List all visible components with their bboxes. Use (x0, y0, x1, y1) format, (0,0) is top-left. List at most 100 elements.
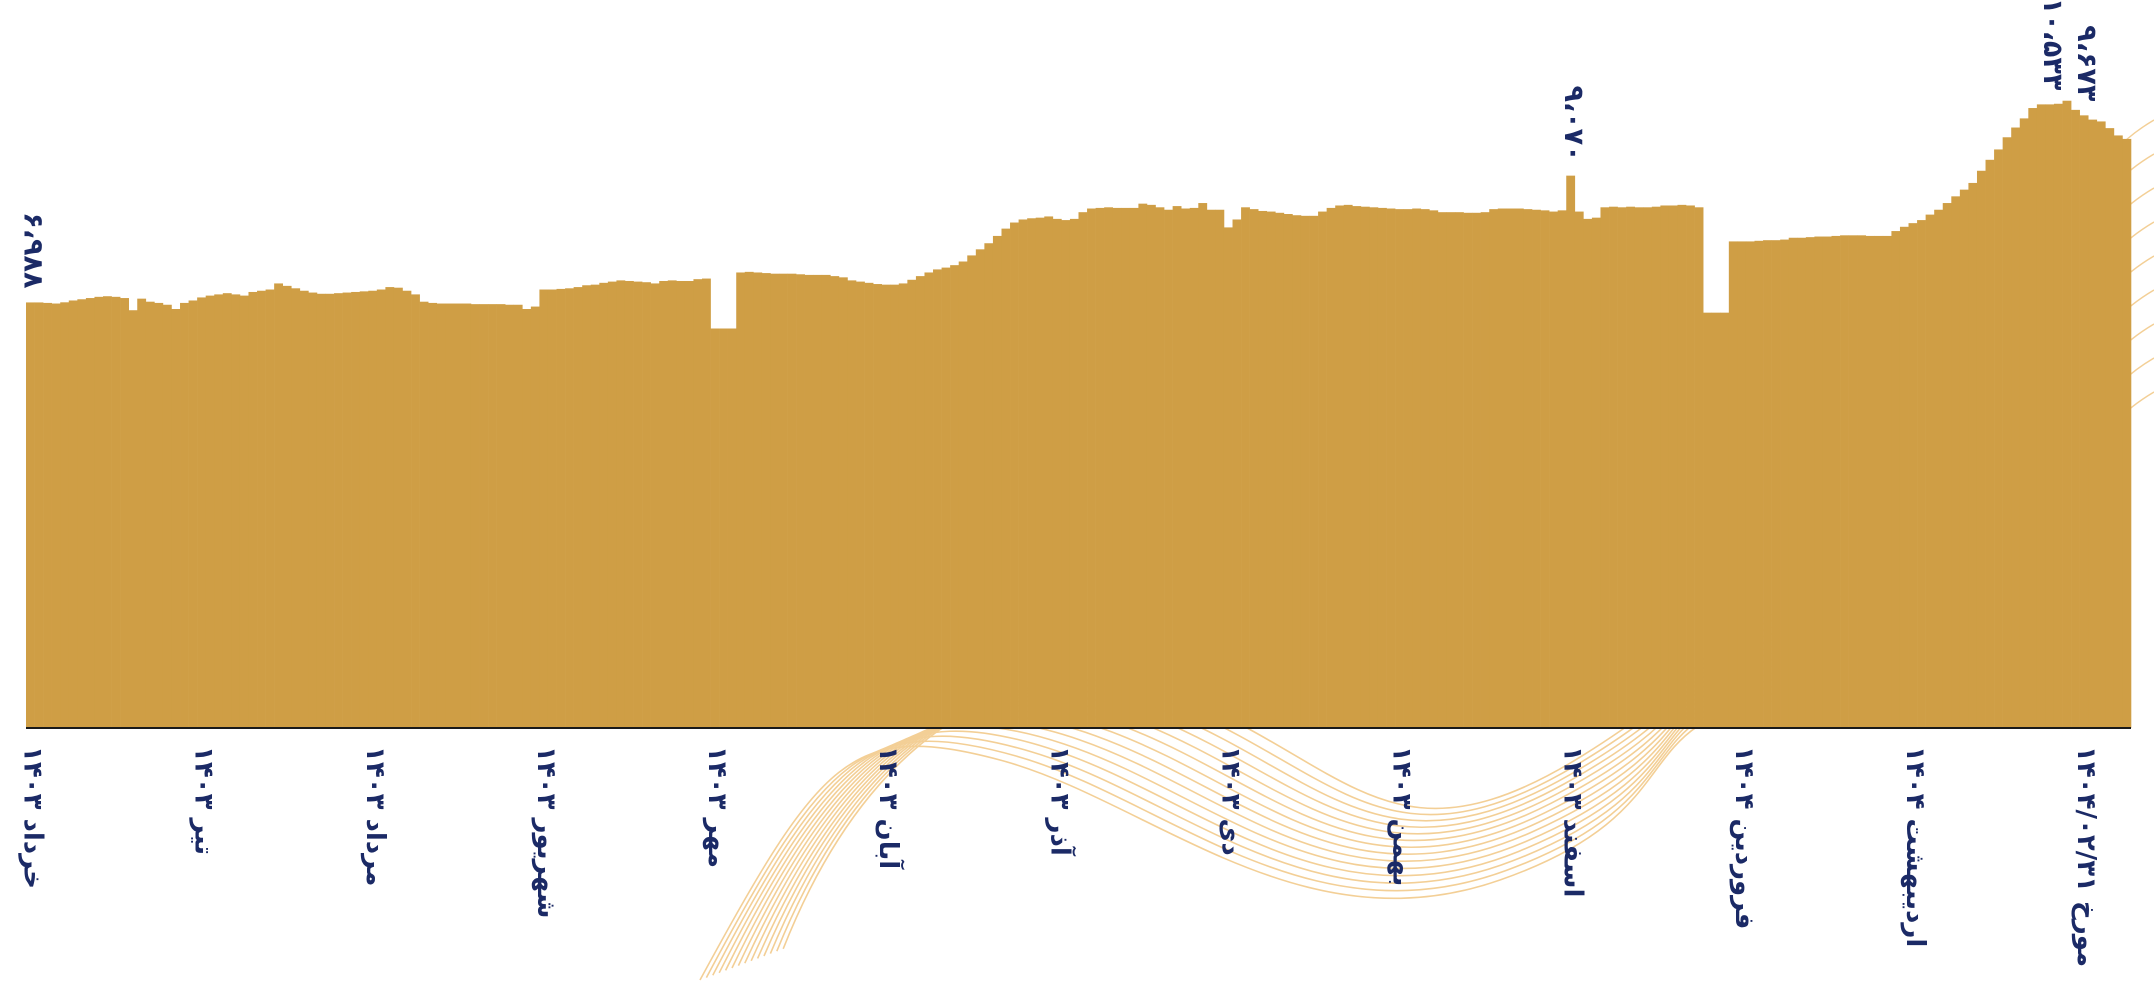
bar (1917, 220, 1926, 728)
x-tick-label: آبان ۱۴۰۳ (873, 746, 905, 870)
bar (984, 243, 994, 729)
bar (1899, 226, 1909, 729)
bar (907, 279, 917, 728)
bar (1626, 206, 1635, 728)
bar (1437, 212, 1447, 728)
bar (1455, 212, 1464, 728)
bar (522, 309, 532, 728)
bar (1172, 206, 1182, 729)
bar (1283, 214, 1293, 728)
bar (2036, 104, 2046, 728)
bar (941, 267, 951, 728)
bar (924, 272, 934, 728)
x-tick-label: مورخ ۱۴۰۴/۰۲/۳۱ (2071, 746, 2101, 967)
bar (590, 284, 600, 728)
bar (436, 303, 446, 728)
data-label: ۹،۶۷۳ (2071, 25, 2102, 102)
bar (1258, 210, 1268, 728)
bar (890, 284, 900, 728)
bar (419, 301, 429, 728)
data-label: ۱۰،۵۳۳ (2037, 0, 2068, 91)
bar (1463, 212, 1473, 729)
bar (1686, 205, 1695, 729)
bar (1377, 207, 1387, 728)
bar (1206, 209, 1216, 729)
bar (239, 295, 249, 728)
bar (205, 295, 215, 728)
bar (796, 274, 805, 728)
bar (582, 285, 592, 728)
bar (1874, 235, 1884, 728)
bar (1352, 206, 1362, 729)
bar (821, 274, 831, 728)
bar (950, 265, 960, 728)
bars-group (26, 100, 2132, 729)
bar (1403, 209, 1413, 728)
bar (727, 328, 737, 728)
bar (992, 235, 1002, 728)
bar (1472, 212, 1481, 729)
bar (1514, 208, 1524, 728)
bar (1078, 212, 1088, 728)
bar (744, 271, 754, 728)
bar (34, 302, 44, 728)
wave-line (724, 667, 1800, 971)
data-label: ۹،۰۷۰ (1558, 85, 1589, 161)
bar (607, 281, 617, 728)
bar (1591, 217, 1601, 728)
bar (1044, 216, 1054, 728)
bar (770, 273, 780, 728)
bar (1925, 214, 1935, 729)
bar (2045, 104, 2055, 728)
bar (1275, 212, 1285, 729)
bar (1052, 218, 1062, 728)
x-tick-label: مهر ۱۴۰۳ (702, 746, 732, 868)
bar (1395, 209, 1404, 728)
bar (393, 287, 403, 728)
bar (1343, 204, 1353, 728)
x-tick-label: اسفند ۱۴۰۳ (1558, 746, 1588, 897)
bar (1129, 207, 1139, 728)
bar (1164, 209, 1173, 729)
bar (659, 280, 669, 728)
wave-line (718, 675, 1795, 974)
bar (1497, 208, 1507, 728)
bar (1822, 236, 1832, 729)
bar (710, 328, 720, 728)
bar (1146, 204, 1156, 728)
bar (933, 269, 942, 728)
bar (915, 276, 925, 728)
bar (804, 274, 814, 728)
bar (291, 288, 301, 728)
bar (2113, 135, 2123, 728)
bar (137, 298, 147, 728)
bar (68, 300, 78, 728)
bar (1805, 237, 1815, 728)
bar (60, 302, 70, 728)
bar (1095, 207, 1105, 728)
bar (513, 304, 523, 728)
bar (1112, 207, 1122, 728)
bar (1788, 237, 1798, 728)
bar (488, 304, 497, 728)
bar (351, 291, 361, 728)
bar (214, 294, 224, 728)
bar (402, 290, 412, 728)
x-tick-label: تیر ۱۴۰۳ (189, 746, 219, 855)
bar (556, 288, 566, 728)
bar (1027, 218, 1037, 728)
bar (1976, 170, 1986, 728)
bar (1549, 211, 1558, 728)
wave-line (712, 683, 1790, 976)
bar (282, 285, 292, 728)
bar (1566, 175, 1576, 728)
bar (1241, 207, 1250, 729)
bar (1737, 241, 1747, 728)
bar (1617, 207, 1627, 729)
bar (231, 294, 241, 728)
bar (633, 281, 643, 728)
bar (1600, 207, 1610, 729)
bar (1865, 235, 1875, 728)
bar (2011, 127, 2021, 728)
bar (1523, 209, 1533, 728)
